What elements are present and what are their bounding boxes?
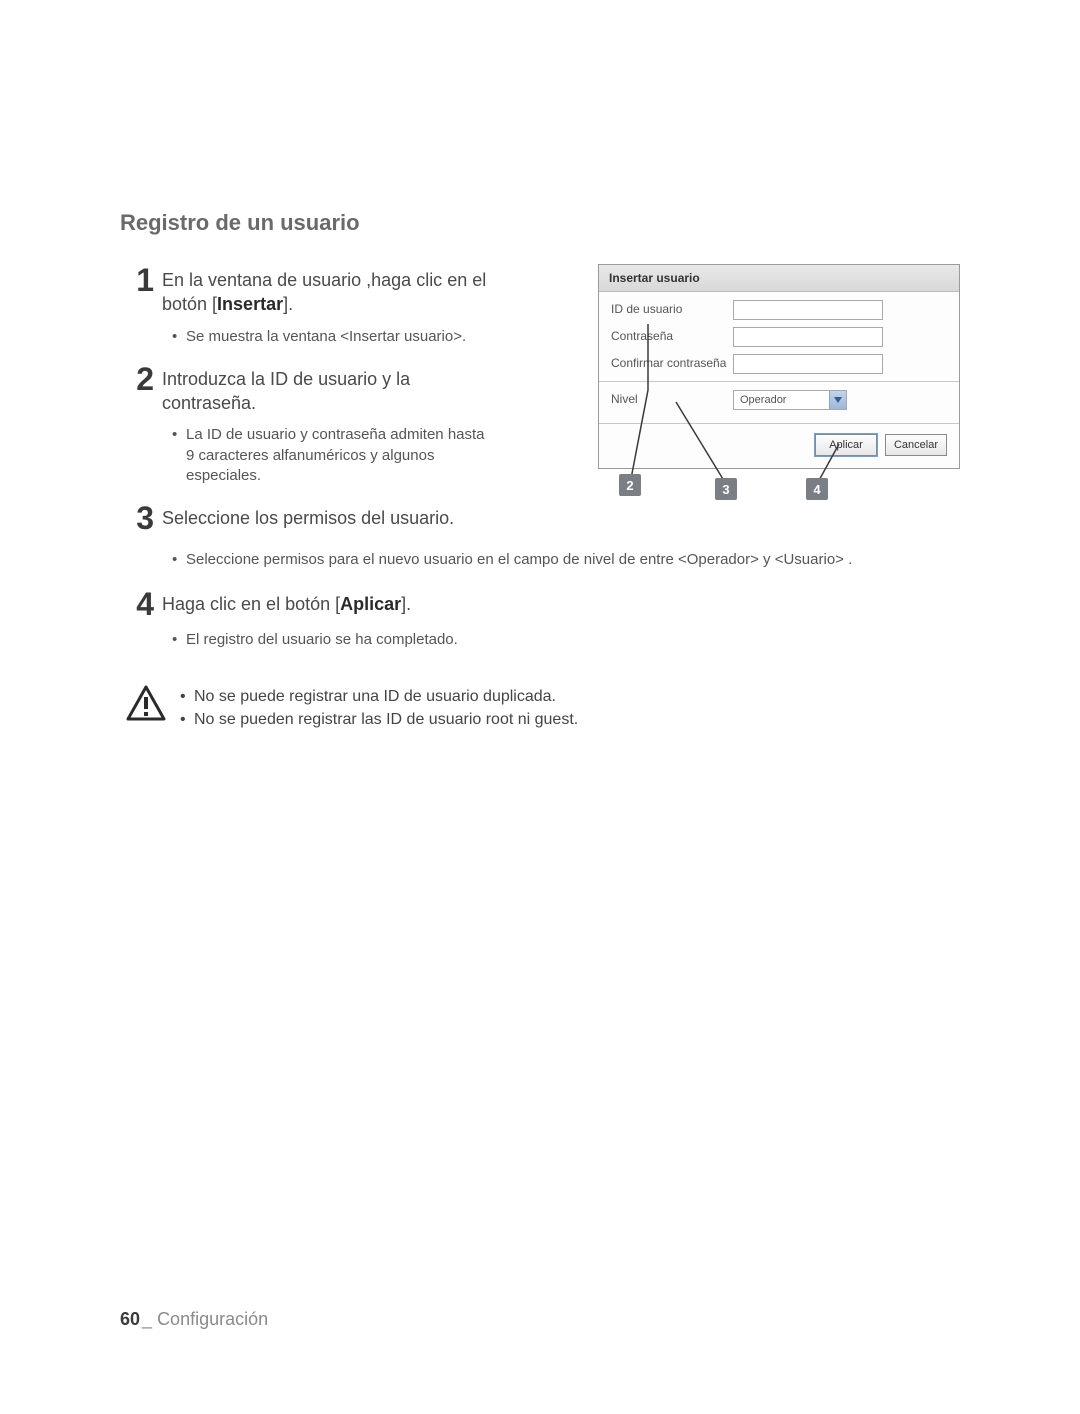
steps-column: 1 En la ventana de usuario ,haga clic en… (120, 264, 490, 544)
callout-2: 2 (619, 474, 641, 496)
step-4-pre: Haga clic en el botón [ (162, 594, 340, 614)
step-2-bullet: La ID de usuario y contraseña admiten ha… (172, 425, 490, 486)
warning-2: No se pueden registrar las ID de usuario… (180, 708, 578, 731)
step-1-bullet-pre: Se muestra la ventana < (186, 328, 349, 345)
step-1-bullet-post: >. (453, 328, 466, 345)
step-1-post: ]. (283, 294, 293, 314)
step-2-text: Introduzca la ID de usuario y la contras… (162, 363, 490, 416)
step-3-bullet-post: > . (835, 551, 852, 568)
step-4-text: Haga clic en el botón [Aplicar]. (162, 588, 960, 616)
step-3-bullet-em1: Operador (687, 551, 750, 568)
warning-1: No se puede registrar una ID de usuario … (180, 685, 578, 708)
footer-label: Configuración (157, 1309, 268, 1329)
dialog-insert-user: Insertar usuario ID de usuario Contraseñ… (598, 264, 960, 469)
step-4-bold: Aplicar (340, 594, 401, 614)
dialog-title: Insertar usuario (599, 265, 959, 292)
step-1-text: En la ventana de usuario ,haga clic en e… (162, 264, 490, 317)
input-confirm-password[interactable] (733, 354, 883, 374)
step-1-bullet-em: Insertar usuario (349, 328, 453, 345)
page-number: 60 (120, 1309, 140, 1329)
label-user-id: ID de usuario (611, 303, 733, 316)
warning-icon (126, 685, 166, 726)
step-1-bold: Insertar (217, 294, 283, 314)
select-level[interactable]: Operador (733, 390, 847, 410)
step-number-3: 3 (120, 502, 154, 534)
step-3-bullet: Seleccione permisos para el nuevo usuari… (172, 550, 960, 570)
label-password: Contraseña (611, 330, 733, 343)
apply-button[interactable]: Aplicar (815, 434, 877, 456)
step-3-text: Seleccione los permisos del usuario. (162, 502, 490, 530)
input-user-id[interactable] (733, 300, 883, 320)
label-confirm-password: Confirmar contraseña (611, 357, 733, 370)
cancel-button[interactable]: Cancelar (885, 434, 947, 456)
step-4-bullet: El registro del usuario se ha completado… (172, 630, 960, 650)
step-1-pre: En la ventana de usuario ,haga clic en e… (162, 270, 486, 314)
step-number-1: 1 (120, 264, 154, 296)
chevron-down-icon[interactable] (829, 391, 846, 409)
step-4-post: ]. (401, 594, 411, 614)
step-3-bullet-em2: Usuario (783, 551, 835, 568)
input-password[interactable] (733, 327, 883, 347)
step-number-2: 2 (120, 363, 154, 395)
footer-sep: _ (142, 1309, 152, 1329)
select-level-value: Operador (734, 394, 829, 406)
callout-4: 4 (806, 478, 828, 500)
step-number-4: 4 (120, 588, 154, 620)
step-3-bullet-mid: > y < (750, 551, 783, 568)
step-1-bullet: Se muestra la ventana <Insertar usuario>… (172, 327, 490, 347)
page-footer: 60_ Configuración (120, 1309, 268, 1330)
step-3-bullet-pre: Seleccione permisos para el nuevo usuari… (186, 551, 687, 568)
callout-3: 3 (715, 478, 737, 500)
section-title: Registro de un usuario (120, 210, 960, 236)
label-level: Nivel (611, 393, 733, 406)
